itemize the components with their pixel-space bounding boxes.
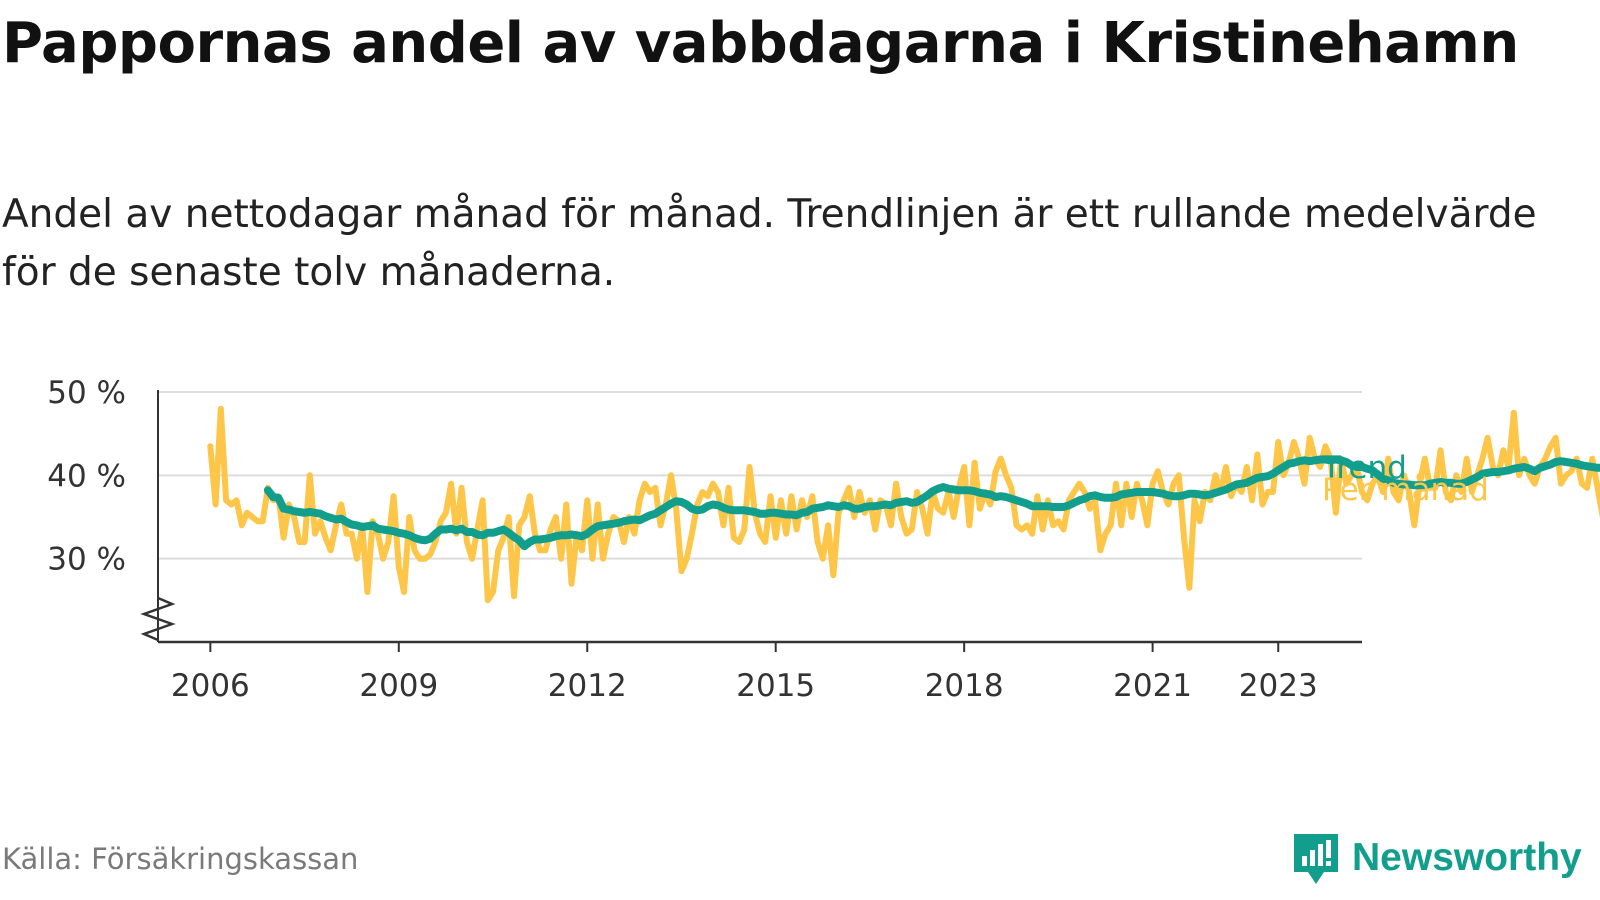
- x-tick-label: 2012: [548, 668, 627, 704]
- series-lines: [207, 405, 1600, 604]
- series-label-per-manad: Per månad: [1322, 472, 1489, 508]
- series-trend-line: [263, 455, 1600, 551]
- x-tick-label: 2006: [171, 668, 250, 704]
- x-tick-label: 2021: [1113, 668, 1192, 704]
- y-tick-label: 50 %: [47, 375, 126, 411]
- x-tick-label: 2015: [736, 668, 815, 704]
- brand: Newsworthy: [1290, 830, 1590, 890]
- x-tick-label: 2009: [359, 668, 438, 704]
- series-per-manad-line: [207, 405, 1600, 604]
- x-tick-label: 2023: [1239, 668, 1318, 704]
- x-axis-ticks: 2006 2009 2012 2015 2018 2021 2023: [171, 668, 1318, 704]
- line-chart: 30 % 40 % 50 % 2006 2009 2012 2015 2018 2021 202…: [47, 375, 1600, 704]
- source-note: Källa: Försäkringskassan: [2, 842, 359, 876]
- series-label-trend: Trend: [1321, 450, 1407, 486]
- brand-name: Newsworthy: [1352, 836, 1582, 879]
- x-tick-label: 2018: [925, 668, 1004, 704]
- chart-title: Pappornas andel av vabbdagarna i Kristin…: [2, 11, 1519, 76]
- y-axis-ticks: 30 % 40 % 50 %: [47, 375, 126, 578]
- y-tick-label: 30 %: [47, 542, 126, 578]
- chart-subtitle: Andel av nettodagar månad för månad. Tre…: [2, 192, 1537, 295]
- axis-break-icon: [140, 596, 176, 642]
- y-tick-label: 40 %: [47, 458, 126, 494]
- newsworthy-logo-icon: [1294, 834, 1338, 884]
- axes: [140, 390, 1362, 652]
